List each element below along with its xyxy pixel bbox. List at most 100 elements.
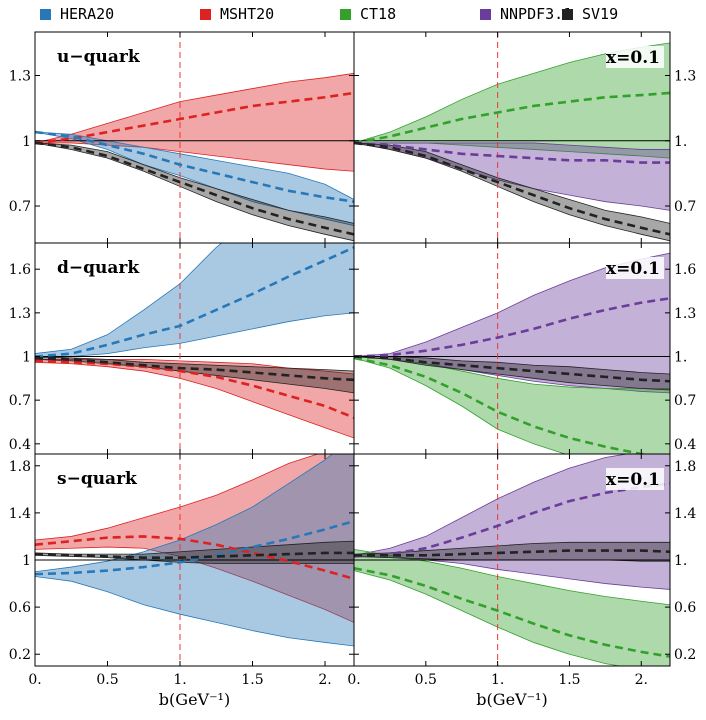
legend-label: MSHT20 [220,5,274,23]
annotation-bg [606,468,664,490]
ytick-label: 1.3 [9,69,31,85]
band-sv19 [354,356,670,391]
ytick-label: 0.7 [9,199,31,215]
panels [35,32,670,666]
ytick-label: 1.8 [9,459,31,475]
panel-right-2 [354,454,670,666]
ytick-label: 0.2 [9,647,31,663]
central-msht20 [35,91,354,145]
panel-annotation: x=0.1 [606,470,660,490]
panel-left-2 [35,454,354,666]
central-ct18 [354,566,670,658]
band-hera20 [35,243,354,359]
central-ct18 [354,356,648,454]
xtick-label: 1.5 [241,672,263,688]
panel-annotation: x=0.1 [606,48,660,68]
panel-right-0 [354,32,670,243]
band-msht20 [35,454,354,623]
ytick-label: 0.4 [9,437,31,453]
band-sv19 [354,142,670,242]
ytick-label: 0.7 [9,393,31,409]
legend-label: SV19 [582,5,618,23]
ytick-label: 1.6 [9,262,31,278]
legend-label: CT18 [360,5,396,23]
legend-item: HERA20 [40,5,114,23]
legend-swatch [40,9,51,20]
legend-label: HERA20 [60,5,114,23]
central-hera20 [35,130,354,203]
panel-left-0 [35,32,354,243]
legend-item: NNPDF3.1 [480,5,572,23]
ytick-label-right: 1. [674,553,687,569]
panel-frame [353,453,671,667]
band-hera20 [35,454,354,647]
band-msht20 [35,359,354,439]
ytick-label: 1 [22,350,31,366]
ytick-label-right: 1.8 [674,459,696,475]
ytick-label: 1.3 [9,306,31,322]
legend-swatch [200,9,211,20]
central-sv19 [354,141,670,236]
legend-swatch [562,9,573,20]
central-hera20 [35,246,354,358]
xtick-label: 0.5 [96,672,118,688]
central-sv19 [354,355,670,383]
ytick-label-right: 0.7 [674,199,696,215]
central-sv19 [354,549,670,557]
ytick-label-right: 1. [674,134,687,150]
xtick-label: 0. [28,672,41,688]
legend-item: SV19 [562,5,618,23]
central-sv19 [35,551,354,559]
xtick-label: 0. [347,672,360,688]
ytick-label-right: 0.2 [674,647,696,663]
ytick-label: 0.6 [9,600,31,616]
central-msht20 [35,535,354,581]
xtick-label: 2. [318,672,331,688]
annotation-bg [606,46,664,68]
legend-item: MSHT20 [200,5,274,23]
xtick-label: 2. [635,672,648,688]
ytick-label: 1.4 [9,506,31,522]
ytick-label-right: 1. [674,350,687,366]
axes: 0.7 1 1.3 u−quark 0.7 1. 1.3 x=0.1 0.4 0.7 1 1.3 1.6… [9,31,696,709]
xtick-label: 1.5 [558,672,580,688]
central-sv19 [35,141,354,236]
central-nnpdf31 [354,297,670,358]
central-msht20 [35,359,354,419]
panel-label: s−quark [57,469,138,489]
panel-right-1 [354,243,670,454]
band-ct18 [354,42,670,159]
legend: HERA20 MSHT20 CT18 NNPDF3.1 SV19 [40,5,618,23]
x-axis-label: b(GeV⁻¹) [159,690,230,709]
ytick-label-right: 1.4 [674,506,696,522]
ytick-label-right: 0.4 [674,437,696,453]
ytick-label: 1 [22,553,31,569]
panel-label: d−quark [57,258,140,278]
legend-swatch [480,9,491,20]
ytick-label-right: 0.6 [674,600,696,616]
band-nnpdf31 [354,142,670,211]
xtick-label: 1. [491,672,504,688]
xtick-label: 1. [173,672,186,688]
x-axis-label: b(GeV⁻¹) [476,690,547,709]
band-ct18 [354,548,670,666]
ytick-label-right: 1.3 [674,69,696,85]
xtick-label: 0.5 [415,672,437,688]
legend-item: CT18 [340,5,396,23]
annotation-bg [606,257,664,279]
ytick-label-right: 0.7 [674,393,696,409]
panel-left-1 [35,243,354,454]
legend-swatch [340,9,351,20]
panel-annotation: x=0.1 [606,259,660,279]
ytick-label: 1 [22,134,31,150]
central-sv19 [35,356,354,382]
ytick-label-right: 1.3 [674,306,696,322]
panel-label: u−quark [57,47,141,67]
central-hera20 [35,519,354,576]
central-ct18 [354,91,670,145]
central-nnpdf31 [354,141,670,164]
ytick-label-right: 1.6 [674,262,696,278]
legend-label: NNPDF3.1 [500,5,572,23]
band-sv19 [35,142,354,242]
